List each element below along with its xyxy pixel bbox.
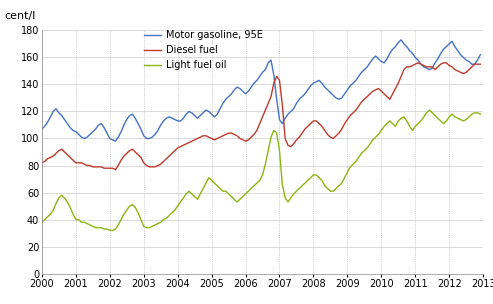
Line: Diesel fuel: Diesel fuel bbox=[42, 63, 480, 170]
Diesel fuel bbox=[206, 135, 211, 139]
Motor gasoline, 95E bbox=[112, 139, 118, 143]
Motor gasoline, 95E bbox=[39, 127, 45, 131]
Diesel fuel bbox=[39, 161, 45, 165]
Motor gasoline, 95E bbox=[345, 88, 351, 92]
Motor gasoline, 95E bbox=[152, 133, 158, 136]
Motor gasoline, 95E bbox=[206, 110, 211, 113]
Diesel fuel bbox=[112, 168, 118, 171]
Light fuel oil bbox=[223, 189, 229, 193]
Light fuel oil bbox=[39, 220, 45, 224]
Motor gasoline, 95E bbox=[398, 38, 404, 42]
Light fuel oil bbox=[107, 229, 113, 232]
Motor gasoline, 95E bbox=[395, 41, 401, 44]
Line: Light fuel oil: Light fuel oil bbox=[42, 110, 480, 230]
Diesel fuel bbox=[395, 81, 401, 85]
Diesel fuel bbox=[302, 127, 308, 131]
Motor gasoline, 95E bbox=[477, 53, 483, 57]
Light fuel oil bbox=[395, 119, 401, 123]
Text: cent/l: cent/l bbox=[4, 11, 36, 21]
Light fuel oil bbox=[477, 112, 483, 116]
Diesel fuel bbox=[223, 133, 229, 136]
Diesel fuel bbox=[152, 165, 158, 169]
Line: Motor gasoline, 95E: Motor gasoline, 95E bbox=[42, 40, 480, 141]
Light fuel oil bbox=[345, 171, 351, 174]
Diesel fuel bbox=[345, 118, 351, 121]
Diesel fuel bbox=[477, 62, 483, 66]
Light fuel oil bbox=[152, 223, 158, 227]
Legend: Motor gasoline, 95E, Diesel fuel, Light fuel oil: Motor gasoline, 95E, Diesel fuel, Light … bbox=[144, 30, 263, 70]
Motor gasoline, 95E bbox=[302, 92, 308, 96]
Light fuel oil bbox=[206, 176, 211, 179]
Light fuel oil bbox=[302, 181, 308, 185]
Motor gasoline, 95E bbox=[223, 98, 229, 101]
Light fuel oil bbox=[426, 108, 432, 112]
Diesel fuel bbox=[415, 61, 421, 65]
